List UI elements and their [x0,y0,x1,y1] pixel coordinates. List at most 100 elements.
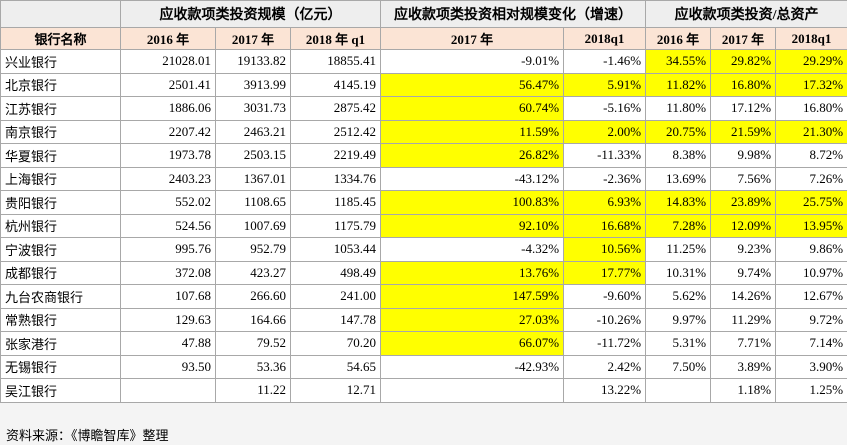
data-table: 应收款项类投资规模（亿元） 应收款项类投资相对规模变化（增速） 应收款项类投资/… [0,0,847,403]
bank-name: 常熟银行 [0,307,121,332]
table-row: 宁波银行 995.76 952.79 1053.44 -4.32% 10.56% 11.25… [0,237,847,262]
cell: 92.10% [380,213,565,238]
cell: -11.72% [563,331,647,356]
cell: 1367.01 [215,166,291,191]
table-row: 杭州银行 524.56 1007.69 1175.79 92.10% 16.68% 7.28… [0,213,847,238]
bank-name: 张家港行 [0,331,121,356]
cell: 11.29% [710,307,777,332]
cell: 1053.44 [289,237,382,262]
cell: 6.93% [563,190,647,215]
cell: 1.25% [775,378,847,403]
cell: 20.75% [645,119,712,144]
cell: 952.79 [215,237,291,262]
cell: 9.23% [710,237,777,262]
cell: 100.83% [380,190,565,215]
cell: 79.52 [215,331,291,356]
cell: 13.95% [775,213,847,238]
cell: 7.71% [710,331,777,356]
cell: 7.28% [645,213,712,238]
table-row: 吴江银行 11.22 12.71 13.22% 1.18% 1.25% [0,378,847,403]
bank-name: 南京银行 [0,119,121,144]
bank-name: 贵阳银行 [0,190,121,215]
cell: 498.49 [289,260,382,285]
cell: -1.46% [563,49,647,74]
table-row: 北京银行 2501.41 3913.99 4145.19 56.47% 5.91% 11.8… [0,72,847,97]
bank-name: 吴江银行 [0,378,121,403]
cell: 12.71 [289,378,382,403]
cell: -10.26% [563,307,647,332]
cell: 1175.79 [289,213,382,238]
cell: 17.12% [710,96,777,121]
cell: 9.74% [710,260,777,285]
corner-cell [0,0,121,28]
cell: 7.14% [775,331,847,356]
cell: 60.74% [380,96,565,121]
table-row: 九台农商银行 107.68 266.60 241.00 147.59% -9.60% 5.6… [0,284,847,309]
cell: 9.72% [775,307,847,332]
cell: 7.50% [645,354,712,379]
cell: 552.02 [120,190,216,215]
table-body: 兴业银行 21028.01 19133.82 18855.41 -9.01% -1.46%… [0,49,847,403]
cell: -4.32% [380,237,565,262]
cell: 2875.42 [289,96,382,121]
cell: 2503.15 [215,143,291,168]
cell: 2219.49 [289,143,382,168]
table-row: 常熟银行 129.63 164.66 147.78 27.03% -10.26% 9.97%… [0,307,847,332]
cell: 16.80% [775,96,847,121]
column-header: 银行名称 [0,27,121,50]
cell: 16.80% [710,72,777,97]
cell: 3.89% [710,354,777,379]
cell: 164.66 [215,307,291,332]
cell: 2463.21 [215,119,291,144]
cell: 12.09% [710,213,777,238]
cell: 5.91% [563,72,647,97]
table-row: 上海银行 2403.23 1367.01 1334.76 -43.12% -2.36% 13… [0,166,847,191]
cell: 2207.42 [120,119,216,144]
column-header: 2017 年 [215,27,291,50]
bank-name: 成都银行 [0,260,121,285]
cell: 13.76% [380,260,565,285]
table-row: 华夏银行 1973.78 2503.15 2219.49 26.82% -11.33% 8.… [0,143,847,168]
cell: 11.59% [380,119,565,144]
cell: 3031.73 [215,96,291,121]
cell: 29.82% [710,49,777,74]
cell: 70.20 [289,331,382,356]
cell: 1973.78 [120,143,216,168]
cell: 19133.82 [215,49,291,74]
cell: 27.03% [380,307,565,332]
cell: 2.42% [563,354,647,379]
cell: 1108.65 [215,190,291,215]
cell: 7.56% [710,166,777,191]
cell: 25.75% [775,190,847,215]
cell: -42.93% [380,354,565,379]
cell: 11.25% [645,237,712,262]
cell: 1007.69 [215,213,291,238]
cell: -9.01% [380,49,565,74]
cell: 2512.42 [289,119,382,144]
cell [120,378,216,403]
column-header: 2016 年 [120,27,216,50]
column-header: 2016 年 [645,27,712,50]
cell: 14.26% [710,284,777,309]
cell: 3913.99 [215,72,291,97]
cell: 2501.41 [120,72,216,97]
cell: 26.82% [380,143,565,168]
bank-name: 江苏银行 [0,96,121,121]
cell: -5.16% [563,96,647,121]
cell: 14.83% [645,190,712,215]
cell: 13.22% [563,378,647,403]
cell: 13.69% [645,166,712,191]
cell: 17.32% [775,72,847,97]
group-header: 应收款项类投资相对规模变化（增速） [380,0,647,28]
cell: 11.82% [645,72,712,97]
cell: 11.80% [645,96,712,121]
cell: 23.89% [710,190,777,215]
source-note: 资料来源：《博瞻智库》整理 [6,428,169,443]
group-header-row: 应收款项类投资规模（亿元） 应收款项类投资相对规模变化（增速） 应收款项类投资/… [0,0,847,28]
bank-name: 九台农商银行 [0,284,121,309]
cell: 995.76 [120,237,216,262]
group-header: 应收款项类投资规模（亿元） [119,0,382,28]
cell [645,378,712,403]
cell: 2.00% [563,119,647,144]
